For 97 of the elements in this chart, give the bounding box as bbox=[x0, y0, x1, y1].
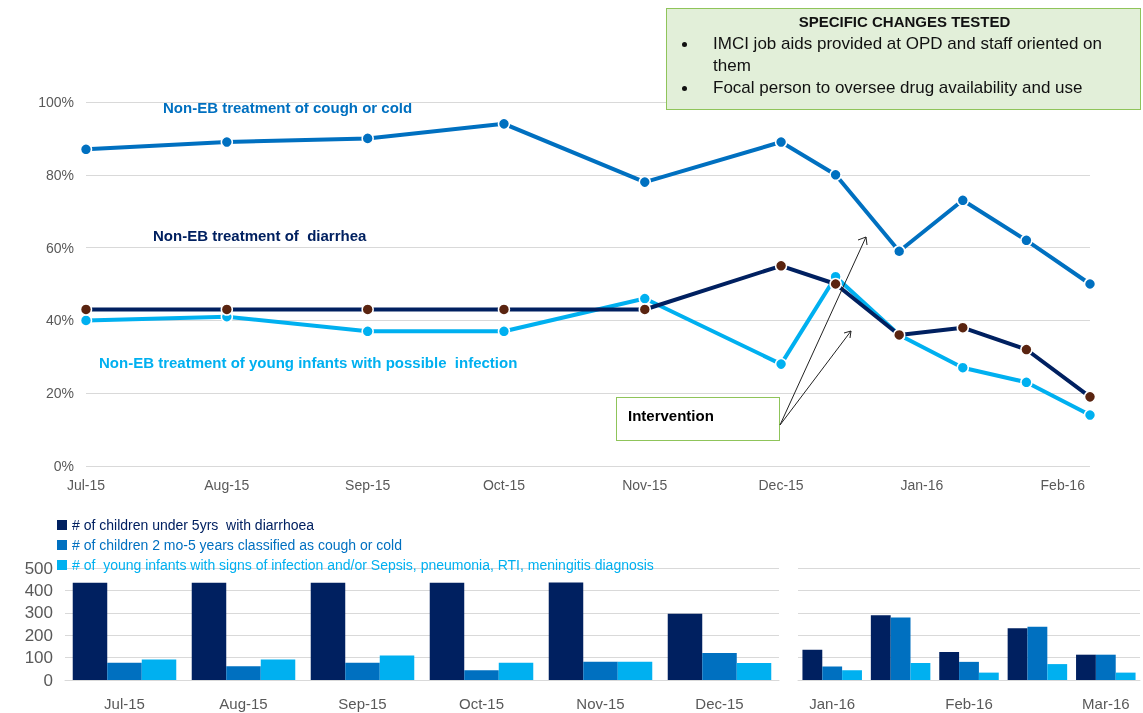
y-tick-label: 400 bbox=[24, 580, 53, 600]
x-tick-label: Sep-15 bbox=[345, 477, 391, 493]
bar bbox=[1076, 654, 1096, 680]
x-tick-label: Mar-16 bbox=[1082, 695, 1130, 712]
point bbox=[638, 303, 652, 316]
x-tick-label: Aug-15 bbox=[204, 477, 250, 493]
bar bbox=[736, 662, 772, 680]
point bbox=[829, 277, 842, 291]
bar bbox=[939, 652, 960, 680]
bar bbox=[1027, 626, 1048, 680]
point bbox=[1083, 390, 1097, 404]
y-tick-label: 100 bbox=[24, 648, 53, 668]
legend-label: # of children under 5yrs with diarrhoea bbox=[72, 517, 315, 533]
x-tick-label: Sep-15 bbox=[338, 695, 387, 712]
point bbox=[638, 292, 652, 305]
note-box: SPECIFIC CHANGES TESTED IMCI job aids provided at OPD and staff oriented on them Focal person to oversee drug availability and use bbox=[666, 8, 1141, 110]
point bbox=[497, 117, 511, 131]
point bbox=[79, 314, 93, 327]
series-label: Non-EB treatment of cough or cold bbox=[163, 99, 413, 116]
point bbox=[79, 143, 93, 156]
y-tick-label: 0% bbox=[53, 458, 74, 474]
bar bbox=[429, 582, 465, 680]
y-tick-label: 200 bbox=[24, 625, 53, 645]
x-tick-label: Feb-16 bbox=[1040, 477, 1086, 493]
point bbox=[774, 259, 788, 273]
point bbox=[79, 303, 93, 316]
bar bbox=[702, 653, 737, 680]
x-tick-label: Dec-15 bbox=[695, 695, 744, 712]
bar bbox=[842, 670, 862, 680]
bar bbox=[226, 666, 261, 680]
bar bbox=[107, 662, 142, 680]
bar bbox=[978, 672, 999, 680]
bar bbox=[498, 662, 534, 680]
x-tick-label: Nov-15 bbox=[622, 477, 668, 493]
x-tick-label: Dec-15 bbox=[758, 477, 804, 493]
x-tick-label: Jan-16 bbox=[900, 477, 944, 493]
x-tick-label: Oct-15 bbox=[458, 695, 505, 712]
point bbox=[956, 194, 970, 207]
point bbox=[497, 303, 511, 316]
y-tick-label: 300 bbox=[24, 603, 53, 623]
bar bbox=[870, 615, 891, 680]
bar bbox=[548, 582, 584, 680]
point bbox=[1083, 277, 1097, 291]
bar bbox=[1047, 664, 1068, 680]
y-tick-label: 0 bbox=[43, 670, 53, 690]
point bbox=[220, 135, 234, 149]
bar bbox=[1007, 628, 1028, 680]
point bbox=[361, 303, 374, 316]
point bbox=[1020, 343, 1033, 356]
bar bbox=[910, 662, 931, 680]
x-tick-label: Feb-16 bbox=[945, 695, 993, 712]
bar bbox=[379, 655, 415, 680]
x-tick-label: Jan-16 bbox=[809, 695, 856, 712]
callout-box: Intervention bbox=[616, 397, 780, 441]
x-tick-label: Oct-15 bbox=[482, 477, 526, 493]
y-tick-label: 500 bbox=[24, 558, 53, 578]
point bbox=[220, 303, 234, 316]
y-tick-label: 80% bbox=[45, 166, 74, 183]
point bbox=[892, 244, 906, 258]
bar bbox=[959, 661, 979, 680]
point bbox=[956, 321, 970, 334]
bar bbox=[260, 659, 296, 680]
bar bbox=[1115, 672, 1136, 680]
point bbox=[956, 361, 970, 374]
x-tick-label: Nov-15 bbox=[576, 695, 625, 712]
legend-label: # of children 2 mo-5 years classified as cough or cold bbox=[72, 537, 402, 553]
bar bbox=[890, 617, 911, 680]
point bbox=[774, 357, 788, 371]
bar bbox=[667, 613, 703, 680]
bar bbox=[583, 661, 618, 680]
point bbox=[1083, 408, 1097, 422]
x-tick-label: Jul-15 bbox=[104, 695, 145, 712]
y-tick-label: 60% bbox=[45, 239, 74, 256]
text: Non-EB treatment of diarrhea bbox=[153, 227, 368, 244]
bar bbox=[464, 670, 499, 680]
legend-label: # of young infants with signs of infection and/or Sepsis, pneumonia, RTI, meningitis diagnosis bbox=[72, 557, 654, 573]
point bbox=[638, 175, 652, 189]
y-tick-label: 40% bbox=[45, 312, 74, 329]
x-tick-label: Jul-15 bbox=[66, 477, 106, 493]
bar bbox=[617, 661, 653, 680]
y-tick-label: 100% bbox=[38, 94, 74, 110]
series-label: Non-EB treatment of young infants with possible infection bbox=[99, 354, 518, 371]
point bbox=[361, 132, 374, 145]
bar bbox=[310, 582, 346, 680]
bar bbox=[141, 659, 177, 680]
point bbox=[497, 325, 511, 338]
bar bbox=[802, 649, 823, 680]
point bbox=[774, 135, 788, 149]
point bbox=[1020, 234, 1033, 247]
x-tick-label: Aug-15 bbox=[219, 695, 268, 712]
y-tick-label: 20% bbox=[45, 385, 74, 402]
bar bbox=[191, 582, 227, 680]
bar bbox=[1095, 654, 1116, 680]
point bbox=[829, 168, 842, 182]
bar bbox=[72, 582, 108, 680]
bar bbox=[822, 666, 843, 680]
bar bbox=[345, 662, 380, 680]
